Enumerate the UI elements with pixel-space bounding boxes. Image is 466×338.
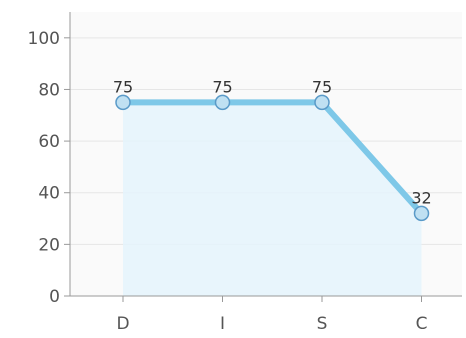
series (115, 94, 430, 222)
x-tick-label: D (116, 314, 129, 334)
data-point (314, 94, 330, 111)
y-tick-label: 80 (38, 80, 60, 100)
data-label: 75 (212, 77, 232, 96)
data-labels: 75 75 75 32 (113, 77, 432, 207)
x-tick-label: C (416, 314, 428, 334)
data-point (115, 94, 131, 111)
data-point (413, 205, 430, 222)
series-line (120, 99, 425, 217)
data-point (214, 94, 231, 111)
x-tick-label: I (220, 314, 225, 334)
x-tick-label: S (317, 314, 328, 334)
y-tick-label: 0 (49, 287, 60, 307)
data-label: 32 (411, 188, 431, 207)
y-ticks: 0 20 40 60 80 100 (28, 29, 70, 307)
y-tick-label: 40 (38, 184, 60, 204)
area-layer (123, 102, 422, 296)
y-tick-label: 60 (38, 132, 60, 152)
data-label: 75 (113, 77, 133, 96)
area-fill (123, 102, 422, 296)
y-tick-label: 20 (38, 235, 60, 255)
y-tick-label: 100 (28, 29, 60, 49)
data-label: 75 (312, 77, 332, 96)
